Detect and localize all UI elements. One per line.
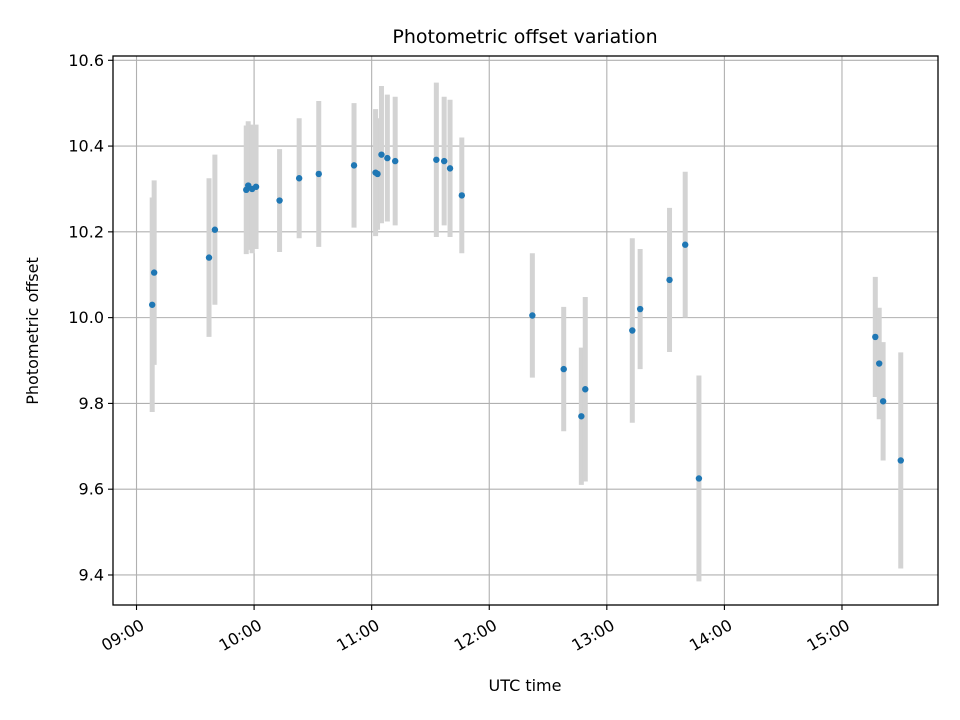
y-tick-label: 9.6: [79, 480, 104, 499]
data-point: [148, 301, 156, 308]
data-point: [578, 413, 585, 420]
data-point: [440, 157, 448, 165]
error-bars: [149, 82, 904, 582]
data-point: [458, 192, 466, 199]
y-tick-label: 9.4: [79, 565, 104, 584]
y-tick-label: 10.6: [68, 51, 104, 70]
data-point: [391, 157, 399, 165]
data-point: [150, 269, 158, 276]
data-point: [315, 170, 322, 178]
y-tick-label: 10.0: [68, 308, 104, 327]
data-point: [276, 197, 283, 204]
data-point: [205, 254, 213, 261]
data-point: [695, 475, 703, 482]
data-point: [529, 312, 536, 319]
x-tick-label: 11:00: [333, 615, 382, 655]
x-axis-label: UTC time: [489, 676, 562, 695]
x-tick-label: 13:00: [568, 615, 617, 655]
chart-title: Photometric offset variation: [392, 26, 657, 48]
data-point: [374, 170, 381, 178]
data-points: [148, 151, 904, 482]
plot-frame: [112, 55, 939, 606]
data-point: [682, 241, 689, 248]
data-point: [876, 360, 883, 367]
data-point: [446, 165, 454, 172]
data-point: [350, 162, 358, 169]
data-point: [879, 398, 887, 405]
grid: [113, 56, 938, 605]
data-point: [897, 457, 904, 464]
y-axis-label: Photometric offset: [23, 257, 42, 405]
x-tick-label: 14:00: [686, 615, 735, 655]
data-point: [666, 276, 673, 284]
y-tick-label: 9.8: [79, 394, 104, 413]
y-tick-label: 10.4: [68, 137, 104, 156]
data-point: [629, 327, 636, 334]
data-point: [636, 305, 644, 313]
data-point: [582, 386, 589, 393]
data-point: [872, 333, 879, 341]
data-point: [433, 156, 440, 163]
data-point: [295, 175, 303, 182]
data-point: [211, 226, 219, 233]
data-point: [384, 154, 391, 162]
data-point: [378, 151, 385, 158]
x-tick-label: 09:00: [98, 615, 147, 655]
x-tick-label: 10:00: [216, 615, 265, 655]
data-point: [252, 183, 260, 191]
y-tick-label: 10.2: [68, 222, 104, 241]
data-point: [560, 365, 567, 373]
x-tick-label: 15:00: [804, 615, 853, 655]
x-tick-label: 12:00: [451, 615, 500, 655]
